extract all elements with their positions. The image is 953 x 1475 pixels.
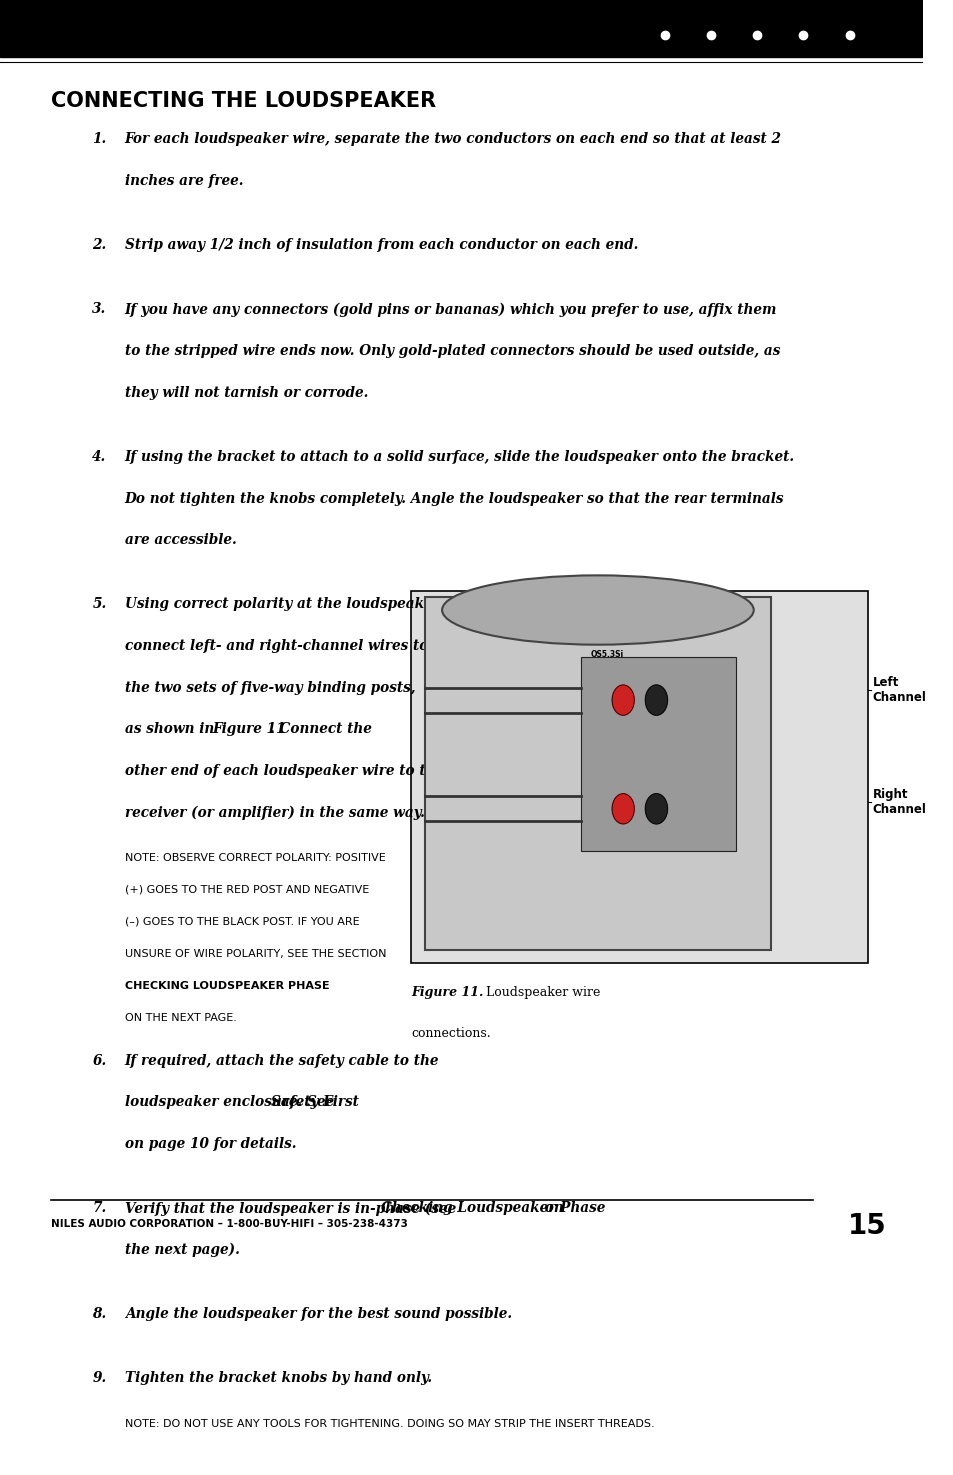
Circle shape <box>612 794 634 825</box>
Circle shape <box>644 794 667 825</box>
Text: (+) GOES TO THE RED POST AND NEGATIVE: (+) GOES TO THE RED POST AND NEGATIVE <box>125 885 369 895</box>
Bar <box>424 597 770 950</box>
Text: connections.: connections. <box>411 1027 490 1040</box>
Text: Using correct polarity at the loudspeaker,: Using correct polarity at the loudspeake… <box>125 597 443 612</box>
Text: 8.: 8. <box>92 1307 107 1322</box>
Text: 7.: 7. <box>92 1201 107 1215</box>
Text: 3.: 3. <box>92 302 107 317</box>
Text: the next page).: the next page). <box>125 1243 239 1257</box>
Text: 15: 15 <box>847 1212 885 1240</box>
Text: the two sets of five-way binding posts,: the two sets of five-way binding posts, <box>125 680 415 695</box>
Text: . Connect the: . Connect the <box>270 723 371 736</box>
Text: 4.: 4. <box>92 450 107 465</box>
Text: UNSURE OF WIRE POLARITY, SEE THE SECTION: UNSURE OF WIRE POLARITY, SEE THE SECTION <box>125 948 386 959</box>
Text: NOTE: DO NOT USE ANY TOOLS FOR TIGHTENING. DOING SO MAY STRIP THE INSERT THREADS: NOTE: DO NOT USE ANY TOOLS FOR TIGHTENIN… <box>125 1419 654 1429</box>
Text: Verify that the loudspeaker is in-phase (see: Verify that the loudspeaker is in-phase … <box>125 1201 460 1215</box>
Text: they will not tarnish or corrode.: they will not tarnish or corrode. <box>125 385 368 400</box>
Text: If required, attach the safety cable to the: If required, attach the safety cable to … <box>125 1053 438 1068</box>
Text: on: on <box>539 1201 563 1215</box>
Bar <box>580 658 736 851</box>
Text: Strip away 1/2 inch of insulation from each conductor on each end.: Strip away 1/2 inch of insulation from e… <box>125 237 638 252</box>
Text: Tighten the bracket knobs by hand only.: Tighten the bracket knobs by hand only. <box>125 1372 432 1385</box>
Text: Left
Channel: Left Channel <box>872 676 925 704</box>
Text: Right
Channel: Right Channel <box>872 789 925 817</box>
Text: If using the bracket to attach to a solid surface, slide the loudspeaker onto th: If using the bracket to attach to a soli… <box>125 450 794 465</box>
Text: Figure 11: Figure 11 <box>213 723 286 736</box>
Text: Safety First: Safety First <box>271 1096 358 1109</box>
Text: NILES AUDIO CORPORATION – 1-800-BUY-HIFI – 305-238-4373: NILES AUDIO CORPORATION – 1-800-BUY-HIFI… <box>51 1218 407 1229</box>
Text: OS5.3Si: OS5.3Si <box>590 649 623 659</box>
Text: inches are free.: inches are free. <box>125 174 243 187</box>
Text: Figure 11.: Figure 11. <box>411 985 483 999</box>
Text: 5.: 5. <box>92 597 107 612</box>
Text: 9.: 9. <box>92 1372 107 1385</box>
Text: 2.: 2. <box>92 237 107 252</box>
Text: are accessible.: are accessible. <box>125 532 236 547</box>
Text: other end of each loudspeaker wire to the: other end of each loudspeaker wire to th… <box>125 764 443 777</box>
Text: on page 10 for details.: on page 10 for details. <box>125 1137 295 1151</box>
Text: Checking Loudspeaker Phase: Checking Loudspeaker Phase <box>381 1201 605 1215</box>
Text: as shown in: as shown in <box>125 723 218 736</box>
Text: connect left- and right-channel wires to: connect left- and right-channel wires to <box>125 639 428 653</box>
Text: Do not tighten the knobs completely. Angle the loudspeaker so that the rear term: Do not tighten the knobs completely. Ang… <box>125 491 783 506</box>
Text: If you have any connectors (gold pins or bananas) which you prefer to use, affix: If you have any connectors (gold pins or… <box>125 302 777 317</box>
Text: to the stripped wire ends now. Only gold-plated connectors should be used outsid: to the stripped wire ends now. Only gold… <box>125 344 780 358</box>
Text: CONNECTING THE LOUDSPEAKER: CONNECTING THE LOUDSPEAKER <box>51 91 436 111</box>
Bar <box>411 591 867 963</box>
Circle shape <box>644 684 667 715</box>
Text: loudspeaker enclosure. See: loudspeaker enclosure. See <box>125 1096 338 1109</box>
Text: (–) GOES TO THE BLACK POST. IF YOU ARE: (–) GOES TO THE BLACK POST. IF YOU ARE <box>125 916 359 926</box>
Text: NOTE: OBSERVE CORRECT POLARITY: POSITIVE: NOTE: OBSERVE CORRECT POLARITY: POSITIVE <box>125 853 385 863</box>
Text: ON THE NEXT PAGE.: ON THE NEXT PAGE. <box>125 1013 236 1022</box>
Text: 6.: 6. <box>92 1053 107 1068</box>
Text: Loudspeaker wire: Loudspeaker wire <box>481 985 599 999</box>
Text: Angle the loudspeaker for the best sound possible.: Angle the loudspeaker for the best sound… <box>125 1307 511 1322</box>
Bar <box>0 0 923 56</box>
Text: receiver (or amplifier) in the same way.: receiver (or amplifier) in the same way. <box>125 805 424 820</box>
Ellipse shape <box>441 575 753 645</box>
Text: CHECKING LOUDSPEAKER PHASE: CHECKING LOUDSPEAKER PHASE <box>125 981 329 991</box>
Text: For each loudspeaker wire, separate the two conductors on each end so that at le: For each loudspeaker wire, separate the … <box>125 133 781 146</box>
Text: 1.: 1. <box>92 133 107 146</box>
Circle shape <box>612 684 634 715</box>
